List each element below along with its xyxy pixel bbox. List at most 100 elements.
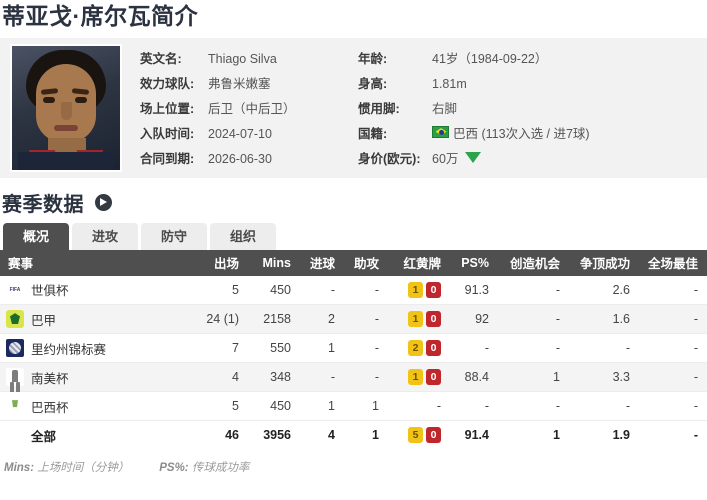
col-chances-created[interactable]: 创造机会: [498, 249, 569, 276]
cell-cards: 1 0: [388, 275, 450, 306]
cell-assists: -: [344, 333, 388, 364]
value-club[interactable]: 弗鲁米嫩塞: [208, 76, 271, 91]
table-row-total: 全部 46 3956 4 1 5 0 91.4 1 1.9 - 7.17: [0, 421, 707, 450]
cell-chances-created: -: [498, 333, 569, 364]
info-row-nationality: 国籍: 巴西 (113次入选 / 进7球): [358, 123, 688, 148]
label-height: 身高:: [358, 76, 388, 91]
cell-man-of-the-match: -: [639, 391, 707, 422]
red-card-badge: 0: [426, 369, 441, 386]
photo-shirt: [18, 151, 114, 170]
col-cards[interactable]: 红黄牌: [388, 249, 450, 276]
red-card-badge: 0: [426, 311, 441, 328]
cell-minutes: 3956: [263, 428, 291, 443]
yellow-card-badge: 5: [408, 427, 423, 444]
col-aerials-won[interactable]: 争顶成功: [569, 249, 639, 276]
cell-man-of-the-match: -: [693, 428, 698, 443]
cell-competition[interactable]: 里约州锦标赛: [0, 333, 196, 364]
col-man-of-the-match[interactable]: 全场最佳: [639, 249, 707, 276]
value-market-value: 60万: [432, 151, 459, 166]
label-english-name: 英文名:: [140, 51, 182, 66]
cell-pass-success: 88.4: [450, 362, 498, 393]
tab-organization[interactable]: 组织: [210, 222, 276, 250]
table-row: 巴西杯 5 450 1 1 - - - - - -: [0, 391, 707, 422]
table-row: 里约州锦标赛 7 550 1 - 2 0 - - - - -: [0, 333, 707, 364]
info-row-contract-expiry: 合同到期: 2026-06-30: [140, 148, 358, 173]
cell-pass-success: 91.3: [450, 275, 498, 306]
cell-goals: -: [300, 275, 344, 306]
tab-defence[interactable]: 防守: [141, 222, 207, 250]
stats-tab-bar: 概况 进攻 防守 组织: [0, 222, 707, 250]
col-appearances[interactable]: 出场: [196, 249, 248, 276]
cell-competition[interactable]: 巴西杯: [0, 391, 196, 422]
red-card-badge: 0: [426, 281, 441, 298]
cell-chances-created: -: [498, 304, 569, 335]
brasileirao-logo-icon: [6, 310, 24, 329]
red-card-badge: 0: [426, 340, 441, 357]
cell-cards: 1 0: [388, 362, 450, 393]
copa-do-brasil-logo-icon: [6, 397, 24, 416]
value-english-name: Thiago Silva: [208, 51, 277, 66]
info-row-age: 年龄: 41岁（1984-09-22）: [358, 48, 688, 73]
cell-cards: -: [388, 391, 450, 422]
campeonato-carioca-logo-icon: [6, 339, 24, 358]
cell-goals: 1: [300, 333, 344, 364]
season-data-header: 赛季数据: [0, 178, 707, 223]
value-nationality: 巴西 (113次入选 / 进7球): [453, 126, 590, 141]
cell-assists: -: [344, 362, 388, 393]
cell-assists: -: [344, 304, 388, 335]
info-row-preferred-foot: 惯用脚: 右脚: [358, 98, 688, 123]
cell-competition[interactable]: 南美杯: [0, 362, 196, 393]
cell-pass-success: -: [450, 333, 498, 364]
yellow-card-badge: 1: [408, 369, 423, 386]
cell-competition[interactable]: 巴甲: [0, 304, 196, 335]
value-join-date: 2024-07-10: [208, 126, 272, 141]
col-goals[interactable]: 进球: [300, 249, 344, 276]
yellow-card-badge: 1: [408, 311, 423, 328]
season-stats-table: 赛事 出场 Mins 进球 助攻 红黄牌 PS% 创造机会 争顶成功 全场最佳 …: [0, 249, 707, 450]
cell-goals: 2: [300, 304, 344, 335]
label-club: 效力球队:: [140, 76, 195, 91]
cell-appearances: 46: [225, 428, 239, 443]
footnote-ps-key: PS%:: [159, 461, 189, 474]
player-photo: [12, 45, 120, 170]
footnote-ps-text: 传球成功率: [191, 461, 250, 474]
col-pass-success[interactable]: PS%: [450, 249, 498, 276]
competition-name: 南美杯: [31, 371, 69, 386]
col-minutes[interactable]: Mins: [248, 249, 300, 276]
tab-overview[interactable]: 概况: [3, 222, 69, 250]
cell-minutes: 2158: [248, 304, 300, 335]
cell-chances-created: -: [498, 275, 569, 306]
photo-brow-right: [71, 87, 90, 95]
cell-aerials-won: 1.9: [612, 428, 630, 443]
label-position: 场上位置:: [140, 101, 195, 116]
col-assists[interactable]: 助攻: [344, 249, 388, 276]
cell-cards: 1 0: [388, 304, 450, 335]
competition-name: 里约州锦标赛: [31, 342, 107, 357]
cell-appearances: 24 (1): [196, 304, 248, 335]
player-info-right-column: 年龄: 41岁（1984-09-22） 身高: 1.81m 惯用脚: 右脚 国籍…: [358, 48, 688, 173]
down-arrow-icon: [465, 151, 482, 163]
cell-pass-success: 92: [450, 304, 498, 335]
cell-goals: 1: [300, 391, 344, 422]
player-info-columns: 英文名: Thiago Silva 效力球队: 弗鲁米嫩塞 场上位置: 后卫（中…: [122, 38, 707, 173]
cell-chances-created: 1: [498, 362, 569, 393]
tab-attack[interactable]: 进攻: [72, 222, 138, 250]
table-header-row: 赛事 出场 Mins 进球 助攻 红黄牌 PS% 创造机会 争顶成功 全场最佳 …: [0, 249, 707, 276]
cell-aerials-won: -: [569, 391, 639, 422]
cell-competition[interactable]: 世俱杯: [0, 275, 196, 306]
cell-cards: 2 0: [388, 333, 450, 364]
red-card-badge: 0: [426, 427, 441, 444]
player-photo-frame: [10, 43, 122, 172]
cell-chances-created: -: [498, 391, 569, 422]
label-age: 年龄:: [358, 51, 388, 66]
arrow-right-circle-icon[interactable]: [95, 193, 112, 211]
col-competition[interactable]: 赛事: [0, 249, 196, 276]
cell-minutes: 348: [248, 362, 300, 393]
value-age: 41岁（1984-09-22）: [432, 51, 548, 66]
cell-man-of-the-match: -: [639, 275, 707, 306]
info-row-height: 身高: 1.81m: [358, 73, 688, 98]
cell-man-of-the-match: -: [639, 333, 707, 364]
cell-pass-success: -: [450, 391, 498, 422]
label-preferred-foot: 惯用脚:: [358, 101, 400, 116]
label-nationality: 国籍:: [358, 126, 388, 141]
